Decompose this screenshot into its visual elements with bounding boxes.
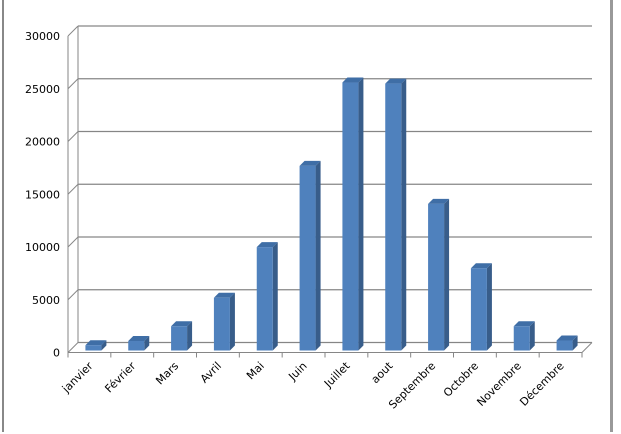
bar-top xyxy=(256,242,278,248)
x-tick-label: janvier xyxy=(59,359,96,396)
y-tick-label: 25000 xyxy=(25,83,60,96)
x-tick-label: Septembre xyxy=(386,359,438,411)
gridline-diagonal xyxy=(67,183,79,195)
bar-side xyxy=(187,321,193,351)
y-tick-label: 5000 xyxy=(32,294,60,307)
bar-side xyxy=(358,77,364,351)
bar xyxy=(513,326,530,351)
bar xyxy=(85,345,102,351)
bar-top xyxy=(171,321,193,327)
bar-top xyxy=(299,160,321,166)
x-tick-label: Février xyxy=(102,359,138,395)
bar-top xyxy=(342,77,364,83)
x-tick-label: Octobre xyxy=(441,359,481,399)
y-tick-label: 10000 xyxy=(25,241,60,254)
bar xyxy=(171,326,188,351)
floor-right-edge xyxy=(581,342,593,353)
y-tick-label: 0 xyxy=(53,347,60,360)
bar-top xyxy=(213,292,235,298)
y-tick-label: 20000 xyxy=(25,136,60,149)
bar xyxy=(256,247,273,351)
gridline-diagonal xyxy=(67,78,79,90)
x-tick-label: Avril xyxy=(198,359,224,385)
bar-side xyxy=(444,198,450,351)
bar-top xyxy=(513,321,535,327)
x-tick-label: aout xyxy=(369,359,396,386)
bar xyxy=(556,340,573,351)
bar xyxy=(299,165,316,351)
chart-frame xyxy=(2,0,613,432)
bar-top xyxy=(128,336,150,342)
bar-side xyxy=(486,263,492,351)
bar xyxy=(385,83,402,351)
gridline-diagonal xyxy=(67,236,79,248)
y-tick-label: 30000 xyxy=(25,30,60,43)
bar-side xyxy=(315,160,321,351)
bar-side xyxy=(229,292,235,351)
x-tick-label: Juillet xyxy=(321,359,353,391)
bar-side xyxy=(272,242,278,351)
gridline-diagonal xyxy=(67,25,79,37)
gridline-diagonal xyxy=(67,342,79,353)
bar-side xyxy=(572,335,578,351)
x-tick-label: Décembre xyxy=(517,359,567,409)
x-tick-label: Juin xyxy=(285,359,309,383)
bar-side xyxy=(529,321,535,351)
bar-top xyxy=(85,340,107,346)
gridline-diagonal xyxy=(67,131,79,142)
x-tick-label: Novembre xyxy=(474,359,524,409)
y-tick-label: 15000 xyxy=(25,188,60,201)
bar-top xyxy=(385,78,407,84)
bar-side xyxy=(144,336,150,351)
bar xyxy=(213,297,230,351)
bar xyxy=(128,341,145,351)
gridline-diagonal xyxy=(67,289,79,301)
bar-side xyxy=(401,78,407,351)
x-tick-label: Mars xyxy=(153,359,181,387)
x-tick-label: Mai xyxy=(244,359,267,382)
bar-top xyxy=(428,198,450,204)
bar-side xyxy=(101,340,107,351)
bar-top xyxy=(470,263,492,269)
bar-top xyxy=(556,335,578,341)
bar xyxy=(428,203,445,351)
bar xyxy=(342,82,359,351)
bar xyxy=(470,268,487,351)
